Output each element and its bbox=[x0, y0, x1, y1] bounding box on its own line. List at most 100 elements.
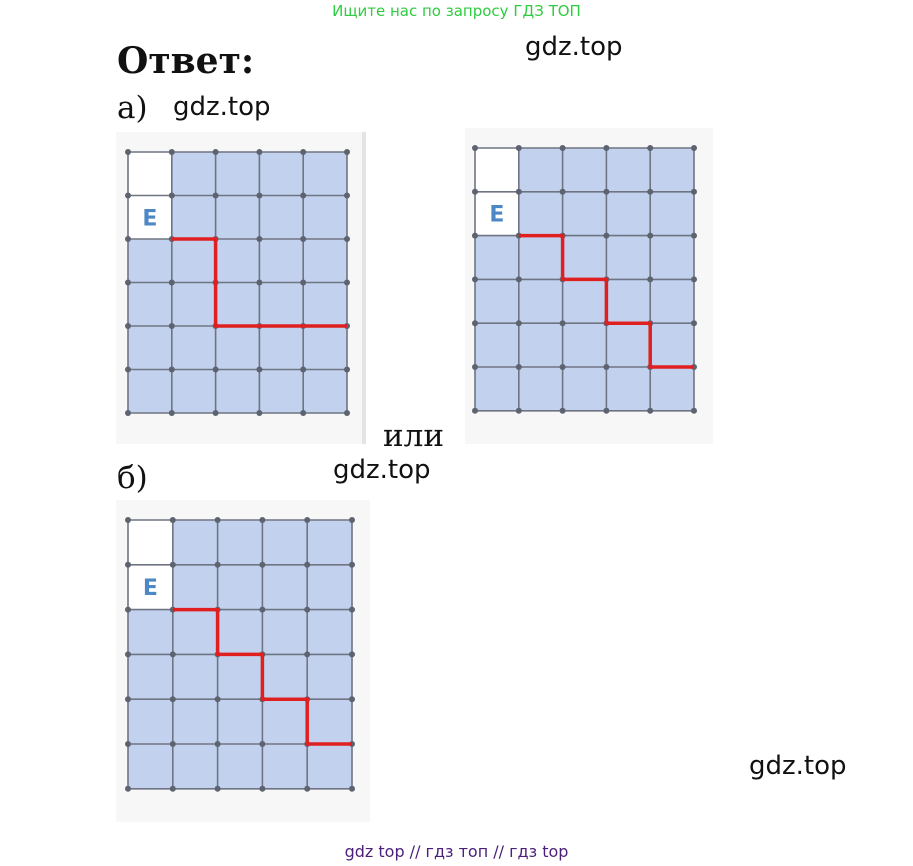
grid-cell bbox=[171, 195, 216, 239]
grid-node bbox=[169, 741, 176, 747]
grid-node bbox=[559, 188, 566, 195]
grid-cell bbox=[171, 152, 216, 196]
grid-node bbox=[472, 320, 478, 327]
grid-cell bbox=[259, 282, 304, 326]
grid-node bbox=[603, 407, 610, 414]
grid-a-option-1: Е bbox=[116, 132, 366, 444]
grid-node bbox=[304, 517, 311, 523]
grid-node bbox=[691, 188, 697, 195]
grid-cell bbox=[215, 239, 260, 283]
grid-node bbox=[125, 236, 131, 242]
grid-cell bbox=[650, 323, 694, 367]
grid-node bbox=[259, 785, 266, 792]
grid-node bbox=[125, 323, 131, 329]
grid-node bbox=[169, 517, 176, 523]
grid-node bbox=[259, 606, 266, 613]
grid-node bbox=[344, 410, 350, 416]
grid-cell bbox=[128, 326, 172, 370]
grid-cell bbox=[650, 148, 694, 192]
grid-node bbox=[647, 407, 654, 414]
grid-cell bbox=[215, 282, 260, 326]
grid-cell bbox=[518, 279, 563, 324]
grid-node bbox=[256, 149, 263, 155]
grid-node bbox=[344, 236, 350, 242]
grid-node bbox=[168, 192, 175, 199]
grid-node bbox=[300, 366, 307, 373]
grid-cell bbox=[171, 326, 216, 370]
grid-node bbox=[168, 149, 175, 155]
grid-cell bbox=[303, 195, 347, 239]
grid-cell bbox=[307, 654, 352, 700]
grid-cell bbox=[128, 239, 172, 283]
grid-node bbox=[125, 366, 131, 373]
grid-node bbox=[212, 410, 219, 416]
grid-cell bbox=[262, 744, 308, 789]
grid-node bbox=[344, 192, 350, 199]
grid-cell bbox=[650, 367, 694, 411]
grid-cell bbox=[172, 520, 218, 565]
grid-cell bbox=[303, 326, 347, 370]
grid-node bbox=[559, 364, 566, 370]
grid-cell bbox=[518, 235, 563, 280]
grid-cell bbox=[172, 744, 218, 789]
grid-cell bbox=[217, 609, 263, 655]
grid-node bbox=[647, 276, 654, 283]
grid-node bbox=[603, 145, 610, 151]
grid-node bbox=[691, 276, 697, 283]
grid-node bbox=[256, 366, 263, 373]
grid-node bbox=[168, 323, 175, 329]
grid-cell bbox=[259, 369, 304, 413]
grid-cell bbox=[475, 279, 519, 324]
grid-node bbox=[168, 410, 175, 416]
grid-node bbox=[515, 145, 522, 151]
grid-cell bbox=[303, 282, 347, 326]
grid-cell bbox=[259, 326, 304, 370]
grid-cell bbox=[475, 367, 519, 411]
grid-node bbox=[647, 232, 654, 239]
grid-node bbox=[256, 236, 263, 242]
grid-cell bbox=[172, 699, 218, 744]
grid-cell bbox=[217, 520, 263, 565]
grid-node bbox=[691, 232, 697, 239]
grid-node bbox=[125, 410, 131, 416]
grid-cell bbox=[262, 520, 308, 565]
footer-text: gdz top // гдз топ // гдз top bbox=[344, 842, 569, 861]
grid-node bbox=[691, 407, 697, 414]
grid-node bbox=[169, 561, 176, 568]
grid-cell bbox=[606, 323, 651, 367]
grid-node bbox=[472, 188, 478, 195]
grid-node bbox=[125, 606, 131, 613]
grid-cell bbox=[215, 369, 260, 413]
grid-node bbox=[125, 741, 131, 747]
grid-cell bbox=[518, 323, 563, 367]
grid-node bbox=[603, 364, 610, 370]
grid-node bbox=[472, 276, 478, 283]
grid-node bbox=[349, 785, 355, 792]
grid-cell bbox=[606, 367, 651, 411]
grid-node bbox=[125, 279, 131, 286]
grid-cell-white bbox=[128, 564, 173, 610]
grid-cell bbox=[215, 195, 260, 239]
grid-node bbox=[125, 651, 131, 658]
grid-node bbox=[169, 651, 176, 658]
grid-cell bbox=[650, 235, 694, 280]
grid-node bbox=[304, 651, 311, 658]
grid-cell bbox=[128, 654, 173, 700]
grid-cell bbox=[562, 191, 607, 236]
grid-cell-white bbox=[475, 148, 519, 192]
grid-node bbox=[214, 517, 221, 523]
grid-node bbox=[344, 149, 350, 155]
grid-cell bbox=[171, 239, 216, 283]
grid-node bbox=[647, 188, 654, 195]
grid-cell bbox=[562, 367, 607, 411]
grid-cell bbox=[307, 744, 352, 789]
grid-node bbox=[125, 149, 131, 155]
grid-cell bbox=[215, 326, 260, 370]
grid-cell-white bbox=[128, 195, 172, 239]
grid-cell bbox=[562, 235, 607, 280]
grid-node bbox=[300, 410, 307, 416]
grid-node bbox=[515, 320, 522, 327]
grid-node bbox=[515, 276, 522, 283]
grid-cell bbox=[128, 699, 173, 744]
grid-cell bbox=[307, 520, 352, 565]
